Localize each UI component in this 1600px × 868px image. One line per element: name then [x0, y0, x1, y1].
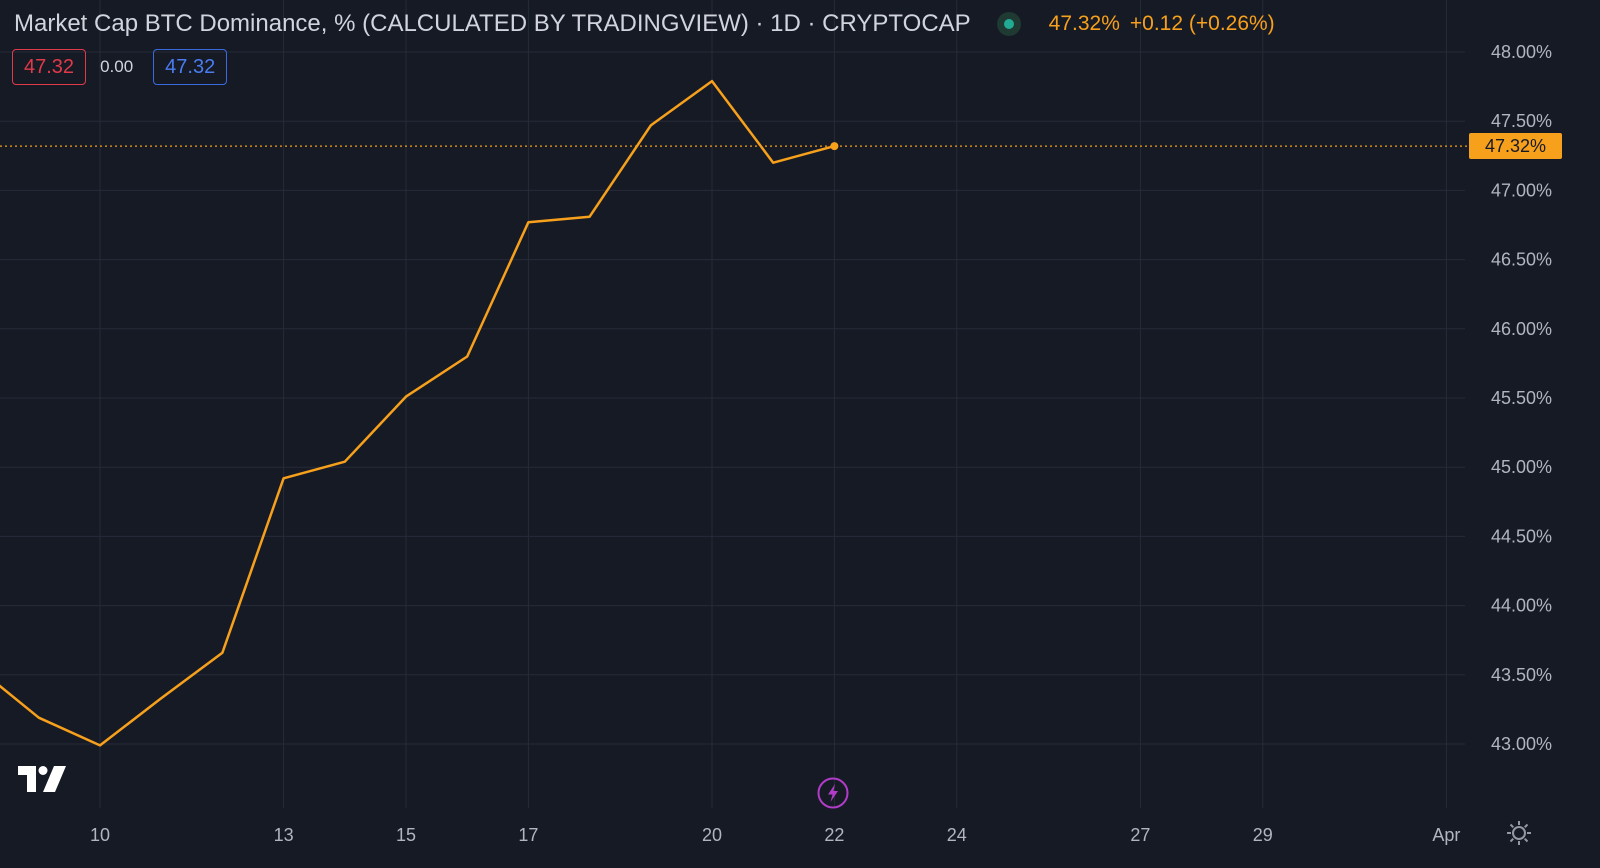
x-tick-label: 27	[1130, 825, 1150, 845]
buy-value-box[interactable]: 47.32	[153, 49, 228, 85]
x-tick-label: 20	[702, 825, 722, 845]
dominance-line	[0, 79, 835, 747]
x-tick-label: 29	[1253, 825, 1273, 845]
gear-icon[interactable]	[1506, 820, 1532, 851]
y-tick-label: 46.50%	[1491, 250, 1552, 270]
y-tick-label: 47.50%	[1491, 111, 1552, 131]
status-dot-icon	[1003, 19, 1014, 29]
x-tick-label: 13	[274, 825, 294, 845]
vertical-grid	[99, 0, 1447, 808]
x-tick-label: 17	[518, 825, 538, 845]
price-change: +0.12 (+0.26%)	[1129, 12, 1275, 35]
x-tick-label: 15	[396, 825, 416, 845]
x-tick-label: Apr	[1432, 825, 1460, 845]
y-tick-label: 43.50%	[1491, 665, 1552, 685]
spread-value: 0.00	[100, 57, 134, 76]
x-tick-label: 10	[90, 825, 110, 845]
y-tick-label: 46.00%	[1491, 319, 1552, 339]
symbol-title[interactable]: Market Cap BTC Dominance, % (CALCULATED …	[14, 10, 971, 37]
y-tick-label: 44.50%	[1491, 526, 1552, 546]
y-tick-label: 43.00%	[1491, 734, 1552, 754]
x-tick-label: 24	[947, 825, 967, 845]
lightning-icon[interactable]	[817, 777, 849, 814]
data-points	[830, 142, 839, 151]
last-point	[830, 142, 839, 151]
y-tick-label: 44.00%	[1491, 596, 1552, 616]
horizontal-grid	[0, 51, 1465, 745]
y-tick-label: 47.00%	[1491, 180, 1552, 200]
y-tick-label: 45.50%	[1491, 388, 1552, 408]
last-price: 47.32%	[1048, 12, 1120, 35]
x-axis-labels: 10 13 15 17 20 22 24 27 29 Apr	[90, 825, 1460, 845]
last-price-tag: 47.32%	[1469, 133, 1562, 159]
y-tick-label: 45.00%	[1491, 457, 1552, 477]
x-tick-label: 22	[824, 825, 844, 845]
value-boxes: 47.32 0.00 47.32	[12, 49, 228, 85]
market-status-icon[interactable]	[996, 12, 1021, 36]
y-axis-labels: 48.00% 47.50% 47.00% 46.50% 46.00% 45.50% 45.0…	[1491, 42, 1552, 754]
sell-value-box[interactable]: 47.32	[12, 49, 87, 85]
tradingview-logo-icon[interactable]	[18, 766, 66, 797]
y-tick-label: 48.00%	[1491, 42, 1552, 62]
chart-header: Market Cap BTC Dominance, % (CALCULATED …	[14, 10, 1285, 38]
